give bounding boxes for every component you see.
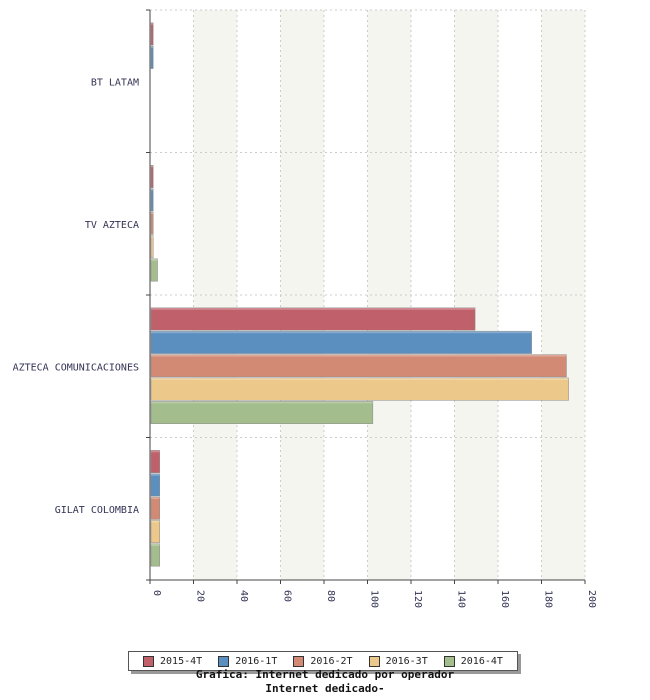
bar xyxy=(150,22,154,46)
legend-label: 2016-1T xyxy=(235,655,278,667)
tick-labels: 0 20 40 60 80 100 120 140 160 180 200 xyxy=(151,590,597,608)
category-label: BT LATAM xyxy=(91,77,139,88)
legend-swatch xyxy=(368,655,380,667)
x-tick-label: 100 xyxy=(369,590,380,608)
bar-highlight xyxy=(151,473,160,476)
bar-highlight xyxy=(151,307,476,310)
bar xyxy=(150,543,160,567)
grid-band xyxy=(367,10,411,580)
legend-label: 2015-4T xyxy=(160,655,203,667)
legend-swatch xyxy=(443,655,455,667)
category-label: TV AZTECA xyxy=(85,220,139,231)
legend-item: 2016-2T xyxy=(293,655,353,667)
legend-swatch xyxy=(218,655,230,667)
bar-highlight xyxy=(151,497,160,500)
bar-highlight xyxy=(151,377,569,380)
grid-band xyxy=(541,10,585,580)
chart-subcaption: Internet dedicado- xyxy=(265,682,385,695)
bar-highlight xyxy=(151,22,154,25)
legend-swatch xyxy=(293,655,305,667)
category-label: GILAT COLOMBIA xyxy=(55,505,139,516)
category-labels: BT LATAM TV AZTECA AZTECA COMUNICACIONES GI… xyxy=(13,77,139,516)
grid-band xyxy=(280,10,324,580)
bar xyxy=(150,496,160,520)
bar xyxy=(150,520,160,544)
legend-label: 2016-2T xyxy=(310,655,353,667)
legend-item: 2016-3T xyxy=(368,655,428,667)
bar xyxy=(150,354,567,378)
bar-highlight xyxy=(151,520,160,523)
legend: 2015-4T 2016-1T 2016-2T 2016-3T 2016-4T xyxy=(128,651,518,671)
bar xyxy=(150,45,154,69)
bar xyxy=(150,258,158,282)
bar xyxy=(150,188,154,212)
legend-label: 2016-3T xyxy=(385,655,428,667)
bar-highlight xyxy=(151,401,373,404)
bar-highlight xyxy=(151,258,158,261)
bar xyxy=(150,307,476,331)
x-tick-label: 200 xyxy=(586,590,597,608)
x-tick-label: 160 xyxy=(499,590,510,608)
bar xyxy=(150,235,154,259)
axes xyxy=(146,9,586,584)
bar-highlight xyxy=(151,188,154,191)
bar xyxy=(150,165,154,188)
bar-chart: BT LATAM TV AZTECA AZTECA COMUNICACIONES GI… xyxy=(13,9,597,608)
bar-highlight xyxy=(151,212,154,215)
bar-highlight xyxy=(151,450,160,453)
x-tick-label: 20 xyxy=(195,590,206,602)
bar xyxy=(150,450,160,473)
x-tick-label: 60 xyxy=(282,590,293,602)
category-label: AZTECA COMUNICACIONES xyxy=(13,362,139,373)
x-tick-label: 80 xyxy=(325,590,336,602)
bar-highlight xyxy=(151,235,154,238)
legend-swatch xyxy=(143,655,155,667)
bar xyxy=(150,377,569,401)
bar xyxy=(150,330,532,354)
bar-highlight xyxy=(151,543,160,546)
x-tick-label: 140 xyxy=(456,590,467,608)
x-tick-label: 180 xyxy=(543,590,554,608)
gridlines xyxy=(150,9,586,580)
legend-item: 2016-4T xyxy=(443,655,503,667)
bar-highlight xyxy=(151,46,154,49)
x-tick-label: 0 xyxy=(151,590,162,596)
x-tick-label: 40 xyxy=(238,590,249,602)
legend-label: 2016-4T xyxy=(460,655,503,667)
bar xyxy=(150,211,154,235)
x-tick-label: 120 xyxy=(412,590,423,608)
bar-highlight xyxy=(151,331,532,334)
bar xyxy=(150,401,374,424)
bar-highlight xyxy=(151,165,154,168)
legend-item: 2016-1T xyxy=(218,655,278,667)
bar-highlight xyxy=(151,354,567,357)
chart-caption: Grafica: Internet dedicado por operador xyxy=(195,668,455,681)
legend-item: 2015-4T xyxy=(143,655,203,667)
bars xyxy=(150,22,569,567)
bar xyxy=(150,473,160,497)
